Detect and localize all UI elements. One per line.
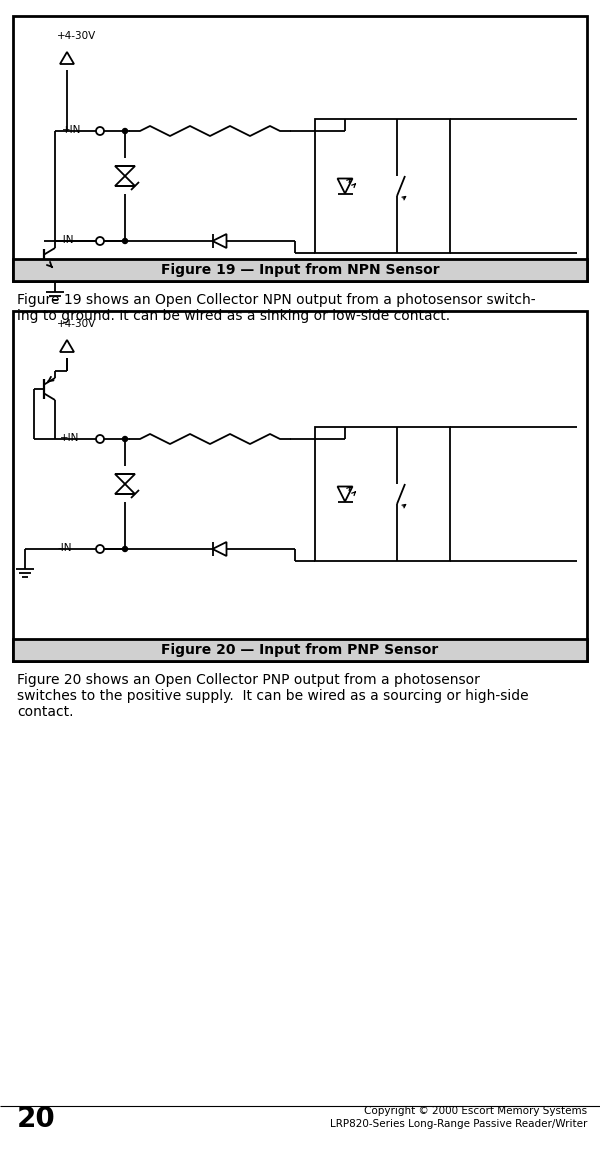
Circle shape bbox=[96, 435, 104, 443]
Text: LRP820-Series Long-Range Passive Reader/Writer: LRP820-Series Long-Range Passive Reader/… bbox=[329, 1119, 587, 1129]
Circle shape bbox=[122, 129, 128, 134]
Text: -IN: -IN bbox=[58, 543, 73, 552]
Text: +IN: +IN bbox=[60, 433, 79, 443]
Text: 20: 20 bbox=[17, 1105, 56, 1133]
Text: switches to the positive supply.  It can be wired as a sourcing or high-side: switches to the positive supply. It can … bbox=[17, 689, 529, 703]
Circle shape bbox=[96, 546, 104, 552]
Text: +4-30V: +4-30V bbox=[57, 319, 96, 329]
Text: Figure 20 — Input from PNP Sensor: Figure 20 — Input from PNP Sensor bbox=[161, 643, 439, 657]
Text: +4-30V: +4-30V bbox=[57, 31, 96, 41]
Text: Figure 19 shows an Open Collector NPN output from a photosensor switch-: Figure 19 shows an Open Collector NPN ou… bbox=[17, 294, 536, 307]
Text: Figure 20 shows an Open Collector PNP output from a photosensor: Figure 20 shows an Open Collector PNP ou… bbox=[17, 673, 480, 687]
Circle shape bbox=[122, 547, 128, 551]
Text: -IN: -IN bbox=[60, 235, 74, 245]
Circle shape bbox=[122, 238, 128, 244]
Text: Copyright © 2000 Escort Memory Systems: Copyright © 2000 Escort Memory Systems bbox=[364, 1106, 587, 1116]
Circle shape bbox=[96, 127, 104, 135]
Bar bbox=[13, 311, 587, 661]
Bar bbox=[315, 119, 450, 253]
Text: Figure 19 — Input from NPN Sensor: Figure 19 — Input from NPN Sensor bbox=[161, 262, 439, 277]
Circle shape bbox=[122, 436, 128, 442]
Circle shape bbox=[96, 237, 104, 245]
Bar bbox=[13, 259, 587, 281]
Bar bbox=[315, 427, 450, 561]
Text: +IN: +IN bbox=[62, 125, 82, 135]
Text: ing to ground. It can be wired as a sinking or low-side contact.: ing to ground. It can be wired as a sink… bbox=[17, 308, 450, 323]
Bar bbox=[13, 639, 587, 661]
Bar bbox=[13, 16, 587, 281]
Text: contact.: contact. bbox=[17, 706, 74, 719]
